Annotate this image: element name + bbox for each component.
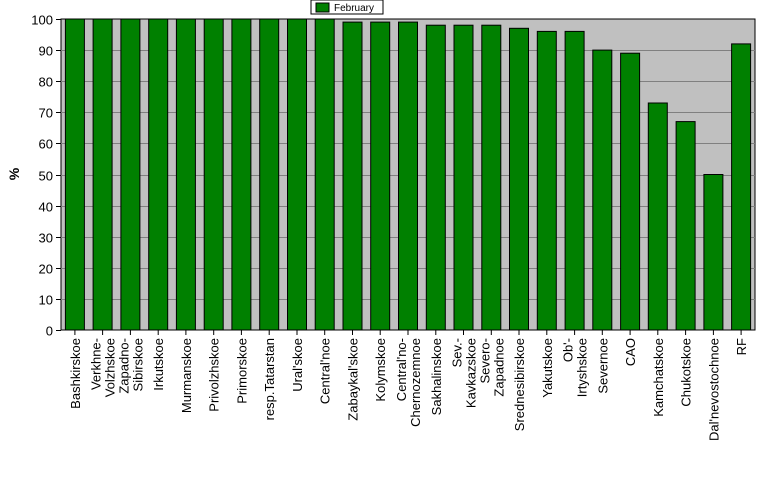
x-tick-label: Chernozemnoe [408, 338, 423, 427]
x-tick-label: Central'no- [394, 338, 409, 401]
bar[interactable] [120, 18, 141, 331]
x-tick-label: Irtyshskoe [575, 338, 590, 397]
x-tick-label: Verkhne- [89, 338, 104, 390]
bar[interactable] [287, 18, 307, 331]
y-tick-label: 50 [39, 169, 53, 184]
x-tick-label: Murmanskoe [179, 338, 194, 413]
legend-label: February [334, 3, 374, 14]
x-tick-label: Sibirskoe [130, 338, 145, 391]
x-tick-label: CAO [623, 338, 638, 366]
x-tick-label: Kavkazskoe [464, 338, 479, 408]
y-tick-label: 20 [39, 262, 53, 277]
bars [64, 18, 752, 331]
bar[interactable] [453, 24, 474, 331]
x-tick-label: Severnoe [595, 338, 610, 394]
x-tick-label: Kolymskoe [373, 338, 388, 402]
x-tick-label: Kamchatskoe [651, 338, 666, 417]
y-tick-label: 80 [39, 75, 53, 90]
bar[interactable] [64, 18, 85, 331]
bar[interactable] [342, 21, 363, 331]
x-tick-label: Srednesibirskoe [512, 338, 527, 431]
legend[interactable]: February [310, 0, 384, 15]
x-tick-label: Sakhalinskoe [429, 338, 444, 415]
bar[interactable] [398, 21, 418, 331]
y-tick-label: 0 [46, 324, 53, 339]
bar[interactable] [370, 21, 391, 331]
y-tick-label: 90 [39, 44, 53, 59]
bar[interactable] [592, 49, 613, 331]
x-tick-label: Yakutskoe [540, 338, 555, 398]
y-tick-label: 60 [39, 137, 53, 152]
bar[interactable] [564, 30, 585, 331]
y-tick-label: 100 [31, 13, 53, 28]
x-tick-label: RF [734, 338, 749, 355]
x-tick-label: resp.Tatarstan [262, 338, 277, 420]
x-tick-label: Zabaykal'skoe [346, 338, 361, 421]
x-tick-label: Dal'nevostochnoe [706, 338, 721, 441]
bar[interactable] [620, 52, 641, 331]
y-tick-label: 10 [39, 293, 53, 308]
bar[interactable] [92, 18, 113, 331]
x-tick-label: Irkutskoe [151, 338, 166, 391]
x-tick-label: Chukotskoe [679, 338, 694, 407]
bar[interactable] [509, 27, 529, 331]
legend-swatch [315, 2, 330, 13]
y-axis: 0 10 20 30 40 50 60 70 80 90 100 [31, 13, 61, 339]
bar[interactable] [536, 30, 557, 331]
x-tick-label: Bashkirskoe [68, 338, 83, 409]
x-tick-label: Severo- [477, 338, 492, 384]
bar[interactable] [203, 18, 224, 331]
bar[interactable] [175, 18, 196, 331]
bar[interactable] [231, 18, 252, 331]
y-tick-label: 30 [39, 231, 53, 246]
bar[interactable] [259, 18, 280, 331]
bar[interactable] [703, 174, 724, 331]
bar[interactable] [148, 18, 169, 331]
bar[interactable] [314, 18, 335, 331]
bar[interactable] [731, 43, 752, 331]
x-tick-label: Ob'- [561, 338, 576, 362]
y-tick-label: 40 [39, 200, 53, 215]
x-tick-label: Zapadno- [116, 338, 131, 394]
bar[interactable] [481, 24, 502, 331]
bar[interactable] [425, 24, 446, 331]
x-tick-label: Volzhskoe [103, 338, 118, 397]
x-tick-label: Central'noe [318, 338, 333, 404]
x-tick-label: Ural'skoe [290, 338, 305, 392]
bar[interactable] [675, 121, 696, 331]
x-tick-label: Primorskoe [234, 338, 249, 404]
y-axis-label: % [6, 167, 22, 180]
x-tick-label: Privolzhskoe [207, 338, 222, 412]
x-tick-label: Sev.- [450, 338, 465, 367]
bar[interactable] [647, 102, 668, 331]
y-tick-label: 70 [39, 106, 53, 121]
x-tick-label: Zapadnoe [491, 338, 506, 397]
